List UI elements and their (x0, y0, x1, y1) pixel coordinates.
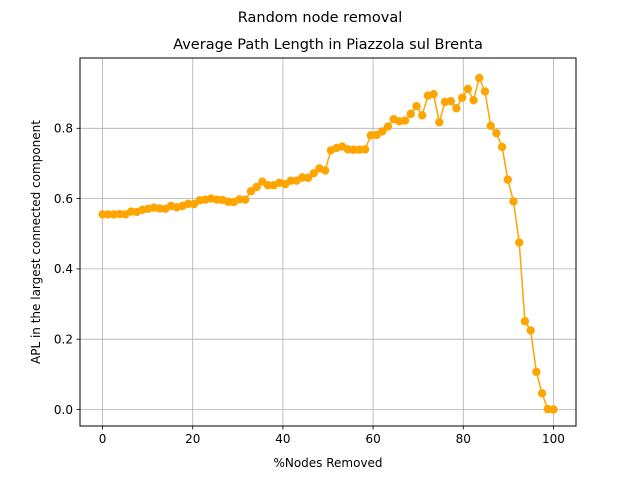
x-tick-label: 60 (365, 432, 380, 446)
chart-title: Average Path Length in Piazzola sul Bren… (173, 37, 483, 53)
y-tick-label: 0.2 (54, 332, 73, 346)
data-point (303, 173, 313, 183)
data-point (537, 389, 547, 398)
x-axis-ticks: 0 20 40 60 80 100 (99, 426, 565, 446)
data-point (406, 109, 415, 119)
data-point (515, 238, 524, 247)
data-point (412, 101, 421, 111)
x-axis-label: %Nodes Removed (273, 456, 382, 470)
data-point (378, 127, 387, 136)
x-tick-label: 100 (542, 432, 565, 446)
data-point (486, 121, 495, 131)
data-point (446, 97, 455, 106)
data-point (520, 317, 530, 326)
x-tick-label: 0 (99, 432, 107, 446)
x-tick-label: 80 (456, 432, 471, 446)
data-point (503, 175, 512, 184)
data-point (509, 197, 518, 206)
data-point (400, 116, 410, 125)
y-axis-label: APL in the largest connected component (29, 120, 43, 364)
data-point (497, 142, 507, 152)
data-point (360, 145, 370, 154)
data-point (383, 122, 393, 131)
data-point (526, 326, 535, 335)
data-point (549, 405, 558, 414)
data-point (457, 93, 467, 102)
data-point (252, 182, 261, 192)
data-point (417, 111, 427, 120)
data-point (532, 367, 541, 377)
data-point (492, 129, 501, 138)
y-tick-label: 0.4 (54, 262, 73, 276)
data-point (480, 87, 490, 96)
figure-suptitle: Random node removal (238, 10, 403, 26)
y-tick-label: 0.6 (54, 192, 73, 206)
y-tick-label: 0.8 (54, 122, 73, 136)
x-tick-label: 40 (275, 432, 290, 446)
data-point (469, 95, 478, 105)
y-tick-label: 0.0 (54, 403, 73, 417)
data-point (452, 104, 461, 113)
y-axis-ticks: 0.0 0.2 0.4 0.6 0.8 (54, 122, 80, 417)
data-point (320, 166, 330, 175)
data-point (309, 169, 318, 178)
data-point (435, 118, 444, 127)
x-tick-label: 20 (185, 432, 200, 446)
data-point (475, 73, 484, 83)
data-point (429, 90, 438, 99)
series-layer (98, 73, 558, 414)
data-point (241, 195, 250, 204)
plot-area: 0 20 40 60 80 100 0.0 0.2 0.4 0.6 0.8 (54, 57, 577, 446)
axes-frame (79, 57, 577, 427)
data-point (463, 84, 473, 94)
